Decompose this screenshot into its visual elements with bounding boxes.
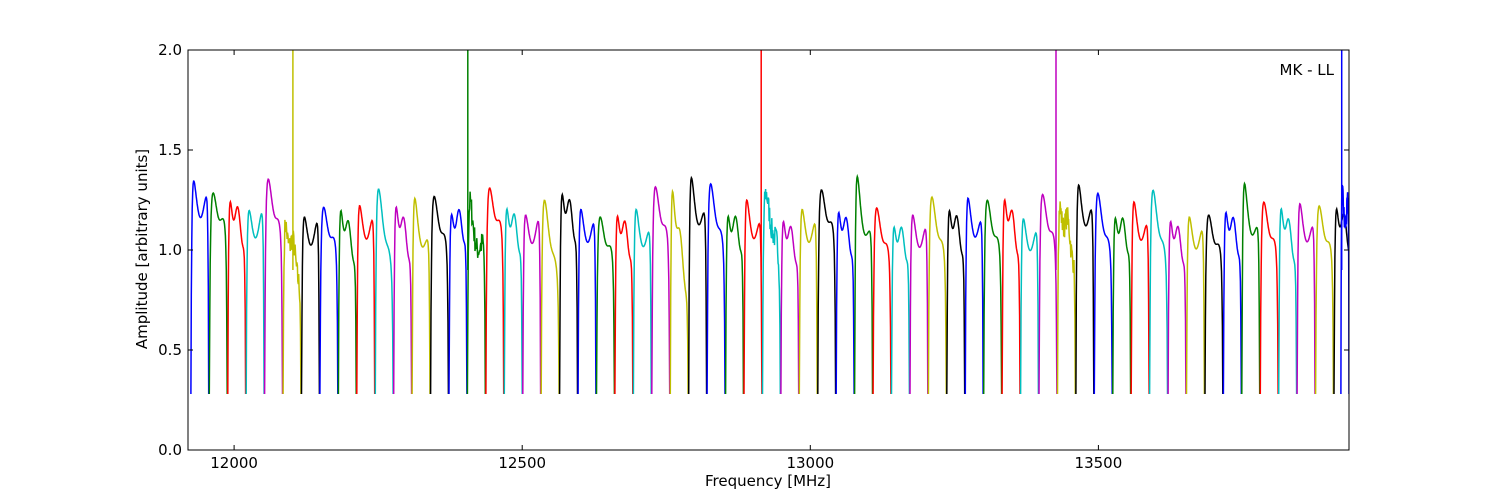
channel-line-53 (1167, 219, 1187, 395)
channel-line-60 (1296, 202, 1316, 395)
channel-line-19 (540, 199, 560, 395)
channel-line-28 (706, 182, 726, 395)
channel-line-49 (1093, 191, 1113, 395)
series-layer (190, 50, 1349, 395)
channel-line-14 (448, 208, 468, 395)
ticks-layer: 12000 12500 13000 13500 0.0 0.5 1.0 1.5 2.0 (158, 41, 1349, 472)
channel-line-4 (263, 177, 284, 395)
y-tick-label-0: 0.0 (158, 441, 182, 459)
channel-line-43 (982, 199, 1003, 395)
channel-line-44 (1001, 197, 1021, 395)
channel-line-23 (614, 213, 634, 395)
channel-line-2 (227, 199, 247, 395)
channel-line-59 (1277, 207, 1298, 395)
x-tick-label-1: 12500 (498, 454, 546, 472)
channel-line-17 (503, 206, 523, 395)
x-tick-label-0: 12000 (210, 454, 258, 472)
channel-line-12 (411, 196, 431, 395)
channel-line-33 (798, 208, 818, 395)
channel-line-20 (558, 192, 579, 395)
channel-line-26 (669, 188, 689, 395)
channel-line-41 (946, 208, 966, 395)
channel-line-38 (890, 224, 911, 395)
channel-line-37 (872, 206, 892, 395)
y-tick-label-4: 2.0 (158, 41, 182, 59)
x-tick-label-2: 13000 (786, 454, 834, 472)
channel-line-16 (485, 187, 505, 395)
channel-line-5 (282, 219, 302, 395)
channel-line-46 (1038, 193, 1058, 395)
y-tick-label-3: 1.5 (158, 141, 182, 159)
channel-line-56 (1222, 210, 1243, 395)
baseline-annotation: MK - LL (1280, 61, 1335, 79)
channel-line-47 (1056, 201, 1077, 395)
channel-line-27 (687, 175, 708, 395)
channel-line-52 (1148, 189, 1169, 395)
channel-line-9 (356, 204, 376, 395)
channel-line-11 (392, 205, 413, 395)
channel-line-36 (853, 173, 874, 395)
channel-line-22 (595, 216, 616, 395)
channel-line-31 (761, 188, 782, 395)
y-tick-label-2: 1.0 (158, 241, 182, 259)
channel-line-21 (577, 208, 597, 395)
channel-line-18 (522, 214, 542, 395)
channel-line-58 (1259, 201, 1279, 395)
channel-line-45 (1019, 218, 1040, 395)
channel-line-57 (1241, 181, 1261, 395)
channel-line-42 (964, 196, 984, 395)
channel-line-24 (632, 208, 652, 395)
channel-line-15 (466, 191, 487, 395)
channel-line-8 (337, 208, 357, 395)
channel-line-32 (780, 219, 800, 395)
channel-line-35 (835, 210, 855, 395)
channel-line-51 (1130, 200, 1150, 395)
channel-line-1 (208, 191, 228, 395)
channel-line-61 (1314, 204, 1335, 395)
x-tick-label-3: 13500 (1075, 454, 1123, 472)
channel-line-39 (909, 214, 929, 395)
x-axis-label: Frequency [MHz] (705, 472, 831, 490)
channel-line-25 (651, 185, 671, 395)
channel-line-48 (1075, 183, 1095, 395)
channel-line-30 (743, 198, 763, 395)
channel-line-54 (1185, 216, 1206, 395)
y-axis-label: Amplitude [arbitrary units] (133, 149, 151, 349)
channel-line-29 (724, 214, 745, 395)
channel-line-40 (927, 195, 948, 395)
channel-line-55 (1204, 214, 1224, 395)
channel-line-0 (190, 180, 210, 395)
channel-line-50 (1112, 215, 1132, 395)
y-tick-label-1: 0.5 (158, 341, 182, 359)
channel-line-34 (817, 189, 837, 395)
channel-line-3 (245, 209, 265, 395)
channel-line-6 (300, 216, 321, 395)
channel-line-13 (429, 195, 450, 395)
channel-line-10 (374, 188, 394, 395)
channel-line-7 (319, 206, 339, 395)
